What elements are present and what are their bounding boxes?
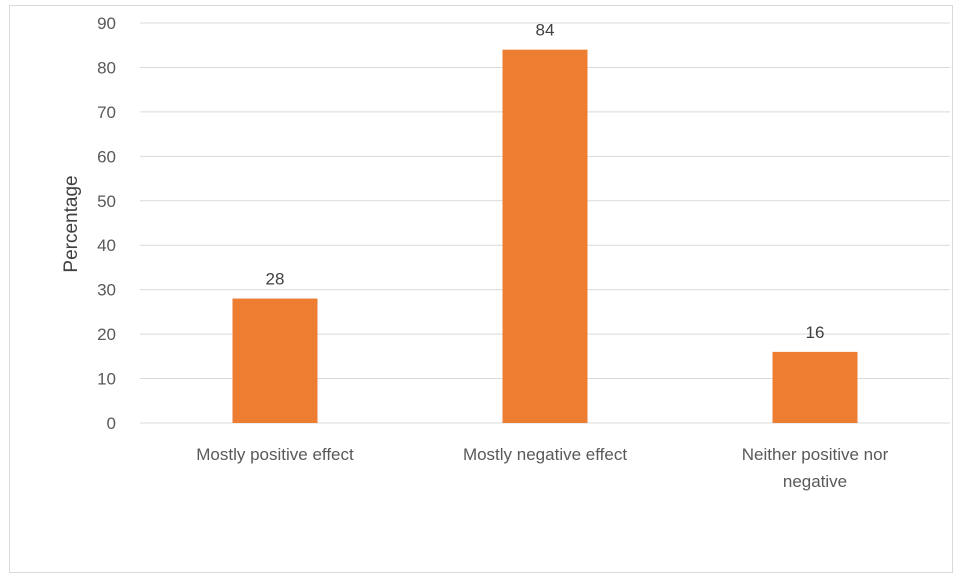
x-axis-categories: Mostly positive effect Mostly negative ef… [196,445,888,491]
bar [232,298,318,423]
bar [772,351,858,423]
y-axis-label: Percentage [61,175,82,272]
data-label: 84 [536,21,555,40]
y-tick-label: 0 [107,414,116,433]
chart-frame [9,5,953,573]
bars [232,49,858,424]
x-category-label: Neither positive nor [742,445,889,464]
y-tick-label: 30 [97,281,116,300]
y-tick-label: 60 [97,147,116,166]
data-labels: 28 84 16 [266,21,825,342]
y-tick-label: 40 [97,236,116,255]
y-tick-label: 10 [97,370,116,389]
data-label: 16 [806,323,825,342]
y-axis-ticks: 0 10 20 30 40 50 60 70 80 90 [97,14,116,433]
y-tick-label: 90 [97,14,116,33]
data-label: 28 [266,270,285,289]
y-tick-label: 20 [97,325,116,344]
x-category-label: Mostly negative effect [463,445,627,464]
y-tick-label: 50 [97,192,116,211]
y-tick-label: 70 [97,103,116,122]
y-tick-label: 80 [97,58,116,77]
x-category-label: Mostly positive effect [196,445,354,464]
x-category-label: negative [783,472,847,491]
bar [502,49,588,424]
